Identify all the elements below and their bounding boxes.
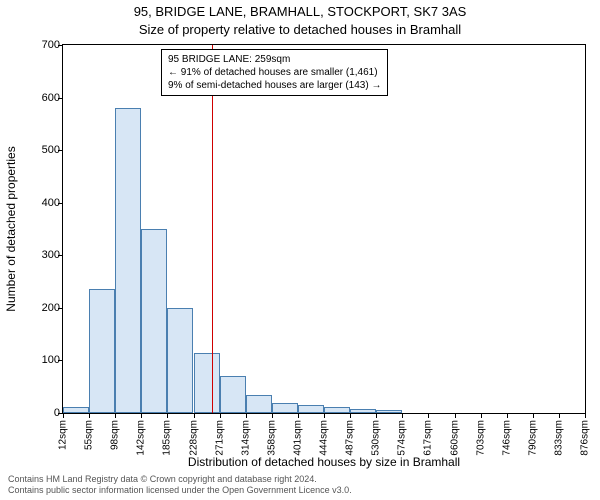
x-tick-mark xyxy=(402,414,403,418)
x-tick-label: 185sqm xyxy=(162,420,173,456)
x-tick-mark xyxy=(350,414,351,418)
x-tick-label: 358sqm xyxy=(266,420,277,456)
chart-title-address: 95, BRIDGE LANE, BRAMHALL, STOCKPORT, SK… xyxy=(0,4,600,19)
x-tick-mark xyxy=(376,414,377,418)
legend-box: 95 BRIDGE LANE: 259sqm ← 91% of detached… xyxy=(161,49,388,96)
histogram-bar xyxy=(324,407,350,413)
histogram-bar xyxy=(220,376,246,413)
chart-container: 95, BRIDGE LANE, BRAMHALL, STOCKPORT, SK… xyxy=(0,0,600,500)
x-tick-mark xyxy=(481,414,482,418)
x-tick-mark xyxy=(559,414,560,418)
x-tick-label: 271sqm xyxy=(214,420,225,456)
x-tick-label: 444sqm xyxy=(319,420,330,456)
x-tick-label: 660sqm xyxy=(449,420,460,456)
x-tick-mark xyxy=(194,414,195,418)
histogram-bar xyxy=(141,229,167,413)
legend-smaller: ← 91% of detached houses are smaller (1,… xyxy=(168,66,381,79)
histogram-bar xyxy=(63,407,89,413)
x-tick-label: 228sqm xyxy=(188,420,199,456)
x-tick-mark xyxy=(428,414,429,418)
histogram-bar xyxy=(115,108,141,413)
x-tick-label: 487sqm xyxy=(345,420,356,456)
x-tick-mark xyxy=(63,414,64,418)
x-tick-mark xyxy=(533,414,534,418)
x-tick-mark xyxy=(220,414,221,418)
footer-line1: Contains HM Land Registry data © Crown c… xyxy=(8,474,352,485)
x-tick-mark xyxy=(89,414,90,418)
histogram-bar xyxy=(298,405,324,413)
x-tick-label: 98sqm xyxy=(110,420,121,450)
x-tick-label: 617sqm xyxy=(423,420,434,456)
x-tick-mark xyxy=(298,414,299,418)
x-tick-mark xyxy=(507,414,508,418)
x-tick-label: 746sqm xyxy=(501,420,512,456)
x-tick-label: 314sqm xyxy=(240,420,251,456)
y-axis-label: Number of detached properties xyxy=(4,44,20,414)
x-tick-mark xyxy=(585,414,586,418)
histogram-bar xyxy=(350,409,376,413)
x-tick-label: 142sqm xyxy=(136,420,147,456)
footer-attribution: Contains HM Land Registry data © Crown c… xyxy=(8,474,352,496)
x-tick-label: 574sqm xyxy=(397,420,408,456)
legend-larger: 9% of semi-detached houses are larger (1… xyxy=(168,79,381,92)
x-tick-mark xyxy=(272,414,273,418)
x-tick-label: 12sqm xyxy=(58,420,69,450)
plot-area: 95 BRIDGE LANE: 259sqm ← 91% of detached… xyxy=(62,44,586,414)
x-tick-mark xyxy=(167,414,168,418)
x-tick-label: 530sqm xyxy=(371,420,382,456)
x-tick-label: 876sqm xyxy=(580,420,591,456)
histogram-bar xyxy=(89,289,115,413)
x-tick-label: 703sqm xyxy=(475,420,486,456)
x-tick-label: 790sqm xyxy=(527,420,538,456)
x-tick-label: 833sqm xyxy=(553,420,564,456)
x-tick-label: 401sqm xyxy=(292,420,303,456)
legend-title: 95 BRIDGE LANE: 259sqm xyxy=(168,53,381,66)
x-tick-mark xyxy=(141,414,142,418)
x-axis-label: Distribution of detached houses by size … xyxy=(62,455,586,469)
footer-line2: Contains public sector information licen… xyxy=(8,485,352,496)
x-tick-mark xyxy=(455,414,456,418)
histogram-bar xyxy=(272,403,298,414)
x-tick-mark xyxy=(115,414,116,418)
histogram-bar xyxy=(246,395,272,413)
x-tick-mark xyxy=(246,414,247,418)
reference-line xyxy=(212,45,213,413)
x-tick-mark xyxy=(324,414,325,418)
histogram-bar xyxy=(167,308,193,413)
x-tick-label: 55sqm xyxy=(84,420,95,450)
histogram-bar xyxy=(376,410,402,413)
chart-title-subtitle: Size of property relative to detached ho… xyxy=(0,22,600,37)
histogram-bar xyxy=(194,353,220,413)
